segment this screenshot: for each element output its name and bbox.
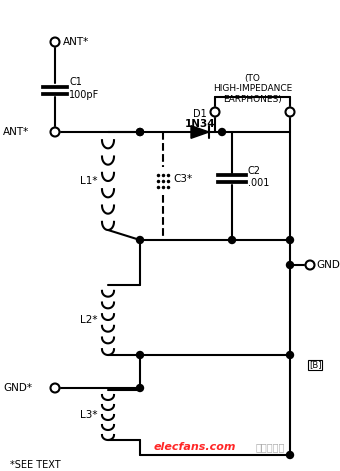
Circle shape xyxy=(136,351,143,358)
Text: 1N34: 1N34 xyxy=(185,119,215,129)
Text: 电子爿握友: 电子爿握友 xyxy=(255,442,285,452)
Circle shape xyxy=(136,129,143,136)
Text: L1*: L1* xyxy=(80,176,98,186)
Text: ANT*: ANT* xyxy=(63,37,89,47)
Text: L2*: L2* xyxy=(80,315,98,325)
Text: (TO
HIGH-IMPEDANCE
EARPHONES): (TO HIGH-IMPEDANCE EARPHONES) xyxy=(213,74,292,104)
Circle shape xyxy=(51,128,59,137)
Circle shape xyxy=(210,107,220,116)
Circle shape xyxy=(136,384,143,391)
Circle shape xyxy=(286,107,294,116)
Text: 100pF: 100pF xyxy=(69,90,99,100)
Text: ANT*: ANT* xyxy=(3,127,29,137)
Circle shape xyxy=(136,129,143,136)
Circle shape xyxy=(306,260,315,269)
Circle shape xyxy=(287,261,293,268)
Text: elecfans.com: elecfans.com xyxy=(154,442,236,452)
Circle shape xyxy=(287,236,293,244)
Circle shape xyxy=(136,236,143,244)
Text: *SEE TEXT: *SEE TEXT xyxy=(10,460,61,470)
Circle shape xyxy=(51,38,59,47)
Circle shape xyxy=(51,383,59,392)
Text: .001: .001 xyxy=(248,179,269,188)
Text: C1: C1 xyxy=(69,77,82,87)
Text: C2: C2 xyxy=(248,167,261,177)
Text: L3*: L3* xyxy=(80,410,98,420)
Text: GND*: GND* xyxy=(3,383,32,393)
Text: D1: D1 xyxy=(193,109,207,119)
Circle shape xyxy=(287,351,293,358)
Polygon shape xyxy=(191,126,209,138)
Circle shape xyxy=(287,452,293,458)
Text: GND*: GND* xyxy=(316,260,340,270)
Text: C3*: C3* xyxy=(173,174,192,184)
Circle shape xyxy=(228,236,236,244)
Text: [B]: [B] xyxy=(309,360,321,370)
Circle shape xyxy=(219,129,225,136)
